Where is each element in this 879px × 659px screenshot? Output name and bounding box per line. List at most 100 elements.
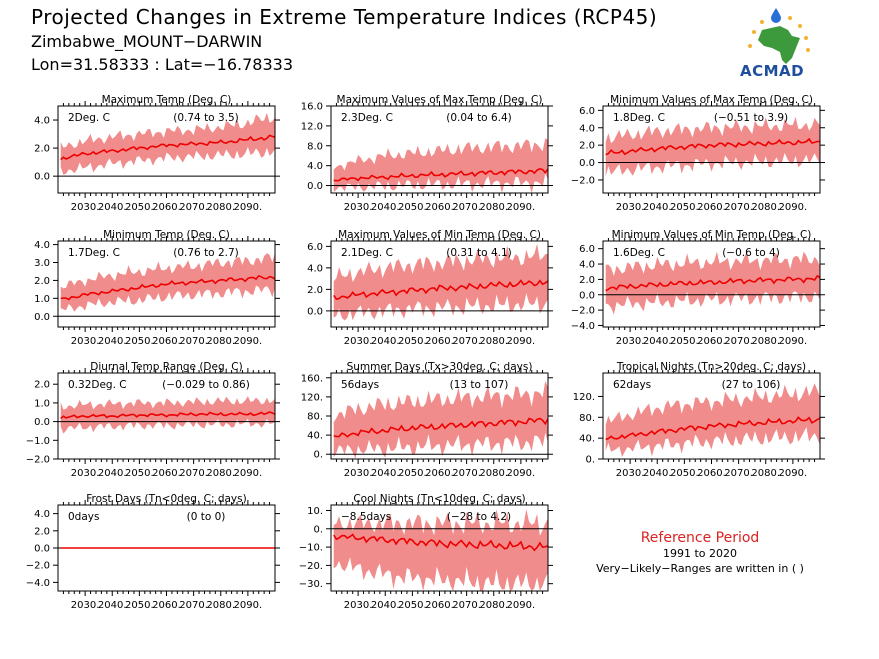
mean-change-label: −8.5days	[341, 511, 391, 523]
x-tick-label: 2060.	[152, 600, 181, 611]
x-tick-label: 2060.	[425, 600, 454, 611]
x-tick-label: 2040.	[371, 336, 400, 347]
x-tick-label: 2040.	[98, 336, 127, 347]
y-tick-label: 160.	[301, 373, 323, 384]
x-tick-label: 2040.	[371, 600, 400, 611]
raindrop-icon	[771, 8, 781, 23]
x-tick-label: 2090.	[234, 468, 263, 479]
y-tick-label: 0.	[313, 450, 323, 461]
range-band	[333, 380, 548, 459]
chart-panel: 0. 40. 80. 120. 160. 2030.2040.2050.2060.2070…	[301, 361, 553, 479]
x-tick-label: 2030.	[71, 468, 100, 479]
mean-line	[333, 533, 549, 552]
mean-change-label: 1.8Deg. C	[613, 112, 665, 124]
x-tick-label: 2050.	[670, 202, 699, 213]
x-tick-label: 2040.	[98, 202, 127, 213]
reference-title: Reference Period	[640, 530, 760, 546]
x-tick-label: 2050.	[125, 600, 154, 611]
y-tick-label: 0.0	[307, 306, 323, 317]
y-tick-label: −4.0	[26, 578, 50, 589]
x-tick-label: 2070.	[724, 336, 753, 347]
mean-change-label: 2Deg. C	[68, 112, 110, 124]
page-title: Projected Changes in Extreme Temperature…	[31, 5, 658, 29]
x-tick-label: 2060.	[697, 202, 726, 213]
mean-change-label: 1.6Deg. C	[613, 247, 665, 259]
y-tick-label: 0.	[313, 524, 323, 535]
x-tick-label: 2060.	[425, 336, 454, 347]
chart-title: Tropical Nights (Tn>20deg. C; days)	[616, 361, 806, 373]
range-label: (0.31 to 4.1)	[446, 247, 512, 259]
mean-change-label: 2.1Deg. C	[341, 247, 393, 259]
y-tick-label: 120.	[301, 392, 323, 403]
y-tick-label: −30.	[299, 579, 323, 590]
chart-panel: −4.0 −2.0 0.0 2.0 4.0 6.0 2030.2040.2050.2060.…	[571, 229, 825, 347]
y-tick-label: −10.	[299, 543, 323, 554]
range-label: (0.74 to 3.5)	[173, 112, 239, 124]
y-tick-label: 4.0	[34, 116, 50, 127]
x-tick-label: 2040.	[371, 468, 400, 479]
x-tick-label: 2090.	[234, 336, 263, 347]
x-tick-label: 2040.	[643, 202, 672, 213]
y-tick-label: 0.0	[579, 290, 595, 301]
mean-line	[605, 137, 821, 156]
y-tick-label: 10.	[307, 506, 323, 517]
x-tick-label: 2030.	[71, 202, 100, 213]
range-label: (−0.51 to 3.9)	[714, 112, 788, 124]
mean-change-label: 56days	[341, 379, 379, 391]
x-tick-label: 2080.	[479, 600, 508, 611]
y-tick-label: −2.0	[571, 175, 595, 186]
x-tick-label: 2070.	[452, 202, 481, 213]
y-tick-label: −4.0	[571, 321, 595, 332]
mean-line	[60, 274, 276, 301]
x-tick-label: 2060.	[425, 468, 454, 479]
mean-line	[60, 134, 276, 161]
x-tick-label: 2030.	[616, 336, 645, 347]
chart-panel: 0.0 2.0 4.0 6.0 2030.2040.2050.2060.2070.208…	[307, 229, 553, 347]
y-tick-label: 2.0	[579, 275, 595, 286]
chart-title: Minimum Temp (Deg. C)	[103, 229, 230, 241]
y-tick-label: 2.0	[34, 526, 50, 537]
x-tick-label: 2040.	[371, 202, 400, 213]
x-tick-label: 2060.	[425, 202, 454, 213]
range-band	[605, 383, 820, 457]
mean-line	[605, 416, 821, 441]
x-tick-label: 2080.	[751, 468, 780, 479]
y-tick-label: 0.0	[34, 544, 50, 555]
x-tick-label: 2090.	[779, 468, 808, 479]
chart-title: Diurnal Temp Range (Deg. C)	[90, 361, 242, 373]
x-tick-label: 2050.	[398, 468, 427, 479]
y-tick-label: 40.	[307, 431, 323, 442]
chart-panel: 0.0 4.0 8.0 12.0 16.0 2030.2040.2050.2060.207…	[301, 94, 553, 213]
y-tick-label: 12.0	[301, 121, 323, 132]
y-tick-label: 4.0	[579, 260, 595, 271]
x-tick-label: 2050.	[398, 600, 427, 611]
mean-change-label: 1.7Deg. C	[68, 247, 120, 259]
mean-change-label: 0.32Deg. C	[68, 379, 127, 391]
x-tick-label: 2030.	[344, 600, 373, 611]
range-label: (0.76 to 2.7)	[173, 247, 239, 259]
x-tick-label: 2080.	[206, 600, 235, 611]
chart-panel: 0.02.04.02030.2040.2050.2060.2070.2080.2…	[34, 94, 280, 213]
mean-change-label: 2.3Deg. C	[341, 112, 393, 124]
x-tick-label: 2070.	[179, 468, 208, 479]
chart-title: Maximum Values of Max Temp (Deg. C)	[337, 94, 543, 106]
reference-note: Very−Likely−Ranges are written in ( )	[596, 562, 804, 575]
x-tick-label: 2070.	[452, 468, 481, 479]
mean-line	[60, 411, 276, 420]
x-tick-label: 2050.	[670, 468, 699, 479]
x-tick-label: 2050.	[398, 336, 427, 347]
mean-line	[605, 274, 821, 292]
x-tick-label: 2030.	[71, 600, 100, 611]
x-tick-label: 2090.	[234, 600, 263, 611]
range-band	[333, 243, 548, 321]
y-tick-label: 1.0	[34, 398, 50, 409]
y-tick-label: 4.0	[34, 509, 50, 520]
y-tick-label: 4.0	[34, 240, 50, 251]
y-tick-label: 0.0	[34, 172, 50, 183]
mean-line	[333, 168, 549, 182]
x-tick-label: 2050.	[125, 202, 154, 213]
x-tick-label: 2060.	[697, 468, 726, 479]
y-tick-label: 0.0	[579, 158, 595, 169]
range-label: (13 to 107)	[450, 379, 509, 391]
